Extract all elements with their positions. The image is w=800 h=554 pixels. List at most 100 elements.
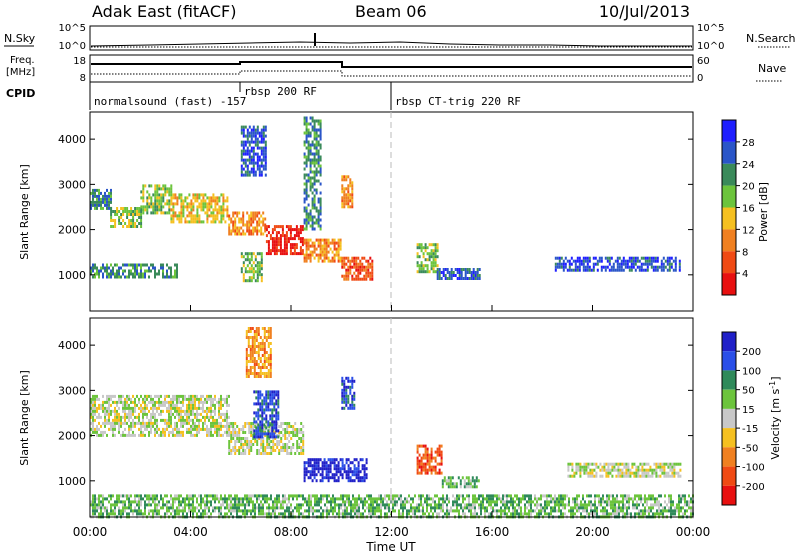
power-cell — [416, 270, 419, 274]
velocity-cell — [365, 473, 368, 477]
power-cell — [140, 210, 143, 213]
power-cell — [319, 137, 322, 141]
power-cell — [208, 196, 211, 200]
power-cell — [331, 256, 334, 260]
power-cell — [240, 232, 243, 236]
velocity-cell — [120, 397, 122, 401]
power-cell — [238, 232, 241, 236]
velocity-cell — [451, 482, 454, 486]
power-cell — [252, 211, 255, 215]
velocity-cell — [432, 500, 434, 504]
velocity-cell — [114, 415, 116, 419]
power-cell — [267, 252, 270, 256]
power-cell — [275, 243, 278, 247]
power-cell — [246, 279, 249, 283]
velocity-cell — [458, 497, 460, 501]
velocity-cell — [361, 476, 364, 480]
power-cell — [418, 270, 421, 274]
velocity-cell — [261, 423, 264, 427]
power-cell — [254, 258, 257, 262]
velocity-cell — [94, 509, 96, 513]
power-cell — [192, 193, 195, 197]
power-cell — [656, 256, 659, 260]
velocity-cell — [132, 412, 134, 416]
velocity-cell — [305, 473, 308, 477]
power-cell — [434, 261, 437, 265]
power-cell — [578, 268, 581, 272]
velocity-cell — [218, 430, 220, 434]
power-cell — [172, 275, 174, 279]
velocity-cell — [302, 446, 305, 449]
velocity-cell — [270, 494, 272, 498]
velocity-cell — [414, 512, 416, 516]
velocity-cell — [303, 461, 306, 465]
velocity-cell — [257, 396, 260, 400]
power-cell — [254, 152, 257, 156]
velocity-cell — [92, 400, 94, 404]
power-cell — [110, 210, 113, 213]
velocity-cell — [154, 427, 156, 431]
power-cell — [94, 266, 96, 270]
velocity-cell — [192, 433, 194, 437]
velocity-cell — [269, 351, 272, 354]
power-cell — [311, 143, 314, 147]
velocity-cell — [349, 379, 352, 383]
power-cell — [242, 273, 245, 277]
velocity-cell — [282, 494, 284, 498]
velocity-cell — [164, 430, 166, 434]
power-cell — [90, 203, 92, 207]
power-cell — [112, 272, 114, 276]
velocity-cell — [472, 506, 474, 510]
power-cell — [242, 131, 245, 135]
power-cell — [275, 231, 278, 235]
power-cell — [242, 232, 245, 236]
velocity-cell — [246, 422, 249, 425]
velocity-cell — [140, 494, 142, 498]
velocity-cell — [641, 465, 644, 469]
velocity-cell — [259, 414, 262, 418]
velocity-cell — [422, 494, 424, 498]
velocity-cell — [188, 394, 190, 398]
velocity-cell — [196, 430, 198, 434]
velocity-cell — [176, 497, 178, 501]
power-cell — [260, 252, 263, 256]
velocity-cell — [386, 512, 388, 516]
power-cell — [250, 149, 253, 153]
velocity-cell — [341, 394, 344, 398]
velocity-cell — [305, 461, 308, 465]
velocity-cell — [344, 503, 346, 507]
velocity-cell — [315, 464, 318, 468]
velocity-cell — [176, 433, 178, 437]
power-cell — [369, 274, 372, 278]
power-cell — [560, 256, 563, 260]
velocity-cell — [665, 471, 668, 475]
power-cell — [162, 211, 165, 215]
velocity-cell — [331, 473, 334, 477]
power-cell — [136, 207, 139, 210]
power-cell — [180, 196, 183, 200]
power-cell — [252, 164, 255, 168]
power-cell — [198, 214, 201, 218]
power-cell — [160, 263, 162, 267]
velocity-cell — [363, 467, 366, 471]
power-cell — [596, 268, 599, 272]
power-cell — [170, 184, 173, 188]
velocity-cell — [140, 406, 142, 410]
power-cell — [442, 274, 445, 277]
velocity-feature — [567, 462, 682, 478]
velocity-cell — [257, 357, 260, 360]
velocity-cell — [92, 412, 94, 416]
velocity-cell — [286, 503, 288, 507]
power-cell — [624, 265, 627, 269]
velocity-cell — [202, 424, 204, 428]
power-cell — [422, 246, 425, 250]
velocity-cell — [118, 512, 120, 516]
velocity-cell — [218, 409, 220, 413]
power-feature — [341, 175, 354, 209]
velocity-cell — [330, 497, 332, 501]
velocity-cell — [259, 423, 262, 427]
velocity-cell — [325, 461, 328, 465]
power-cell — [180, 214, 183, 218]
power-cell — [313, 134, 316, 138]
velocity-cell — [454, 497, 456, 501]
